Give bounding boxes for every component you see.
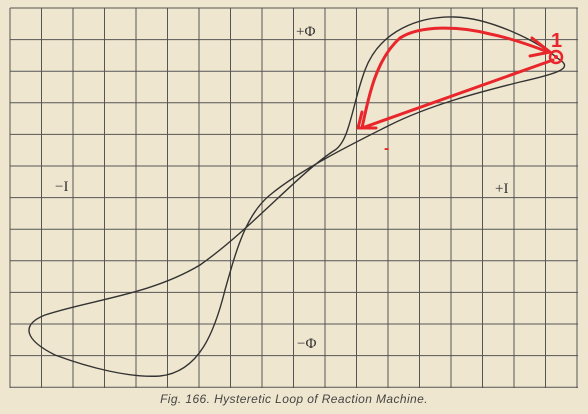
grid bbox=[9, 7, 578, 388]
arrow-lower-head bbox=[356, 110, 378, 130]
point-1-label: 1 bbox=[551, 30, 562, 52]
arrow-upper-head bbox=[528, 36, 552, 58]
figure-caption: Fig. 166. Hysteretic Loop of Reaction Ma… bbox=[160, 392, 428, 406]
plus-phi-label: +Φ bbox=[296, 24, 315, 40]
red-annotation-arrows bbox=[356, 26, 555, 130]
minus-i-label: −I bbox=[55, 179, 68, 195]
minus-phi-label: −Φ bbox=[297, 336, 316, 352]
arrow-lower-line bbox=[360, 58, 555, 130]
hysteresis-loop-curve bbox=[28, 16, 565, 377]
point-1-marker bbox=[548, 49, 564, 65]
red-minus-mark: - bbox=[384, 140, 389, 157]
arrow-upper-path bbox=[360, 26, 550, 130]
plus-i-label: +I bbox=[495, 181, 508, 197]
point-1-dot bbox=[554, 55, 558, 59]
